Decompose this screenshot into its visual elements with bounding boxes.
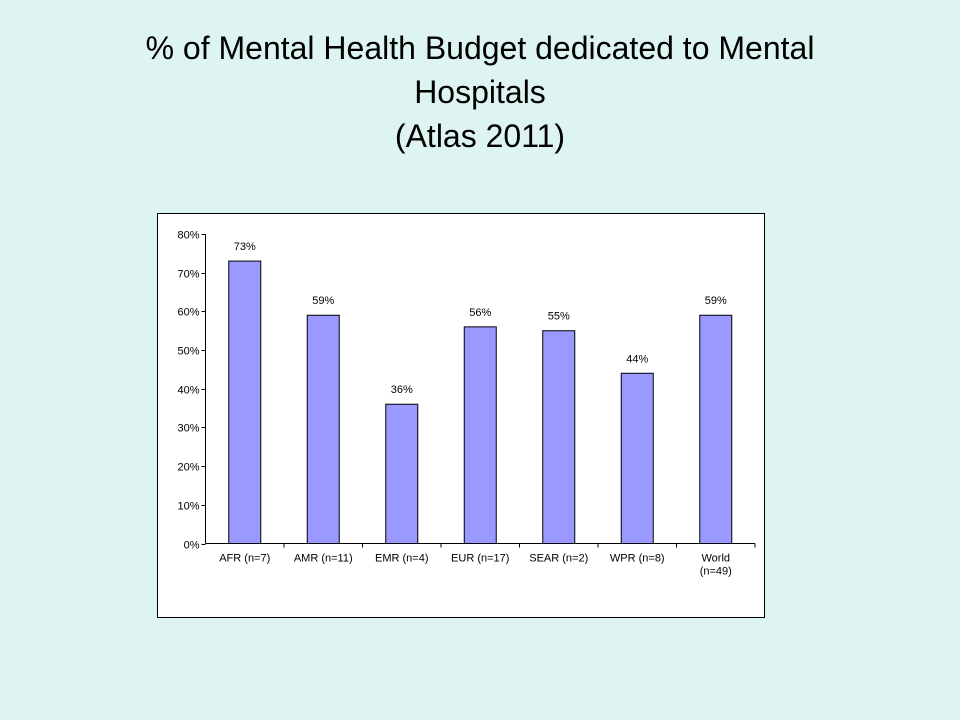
- y-tick-label: 80%: [177, 230, 199, 242]
- x-category-label: EMR (n=4): [375, 553, 429, 565]
- y-tick-label: 20%: [177, 462, 199, 474]
- bar-chart: 0% 10% 20% 30% 40% 50% 60% 70% 80% AFR (n=7) AMR …: [177, 230, 756, 578]
- bar-value-label: 55%: [548, 311, 570, 323]
- bar: [542, 330, 576, 544]
- bar: [306, 314, 340, 545]
- x-category-label: World (n=49): [700, 553, 732, 578]
- bar: [699, 314, 733, 545]
- y-tick-label: 10%: [177, 501, 199, 513]
- bar: [228, 260, 262, 545]
- x-category-label: SEAR (n=2): [529, 553, 588, 565]
- x-category-label: AMR (n=11): [294, 553, 353, 565]
- x-category-label: WPR (n=8): [610, 553, 665, 565]
- bar: [463, 326, 497, 544]
- bar-value-label: 59%: [705, 295, 727, 307]
- y-tick-label: 30%: [177, 423, 199, 435]
- y-tick-label: 60%: [177, 307, 199, 319]
- y-tick-label: 70%: [177, 269, 199, 281]
- bar-value-label: 59%: [312, 295, 334, 307]
- bar-value-label: 44%: [626, 353, 648, 365]
- slide-title: % of Mental Health Budget dedicated to M…: [0, 26, 960, 158]
- title-line-2: Hospitals: [414, 74, 546, 110]
- x-axis: AFR (n=7) AMR (n=11) EMR (n=4) EUR (n=17) SE…: [205, 543, 756, 578]
- bar-value-label: 36%: [391, 384, 413, 396]
- y-axis: 0% 10% 20% 30% 40% 50% 60% 70% 80%: [177, 230, 206, 552]
- bar: [385, 403, 419, 544]
- title-line-3: (Atlas 2011): [394, 118, 566, 154]
- bars: [228, 260, 733, 545]
- bar: [620, 372, 654, 544]
- bar-value-label: 73%: [234, 241, 256, 253]
- y-tick-label: 50%: [177, 346, 199, 358]
- x-category-label: AFR (n=7): [219, 553, 270, 565]
- y-tick-label: 40%: [177, 385, 199, 397]
- x-category-label: EUR (n=17): [451, 553, 509, 565]
- title-line-1: % of Mental Health Budget dedicated to M…: [145, 30, 815, 66]
- data-labels: 73% 59% 36% 56% 55% 44% 59%: [234, 241, 727, 396]
- chart-area: 0% 10% 20% 30% 40% 50% 60% 70% 80% AFR (n=7) AMR …: [157, 213, 765, 618]
- y-tick-label: 0%: [184, 540, 200, 552]
- bar-value-label: 56%: [469, 307, 491, 319]
